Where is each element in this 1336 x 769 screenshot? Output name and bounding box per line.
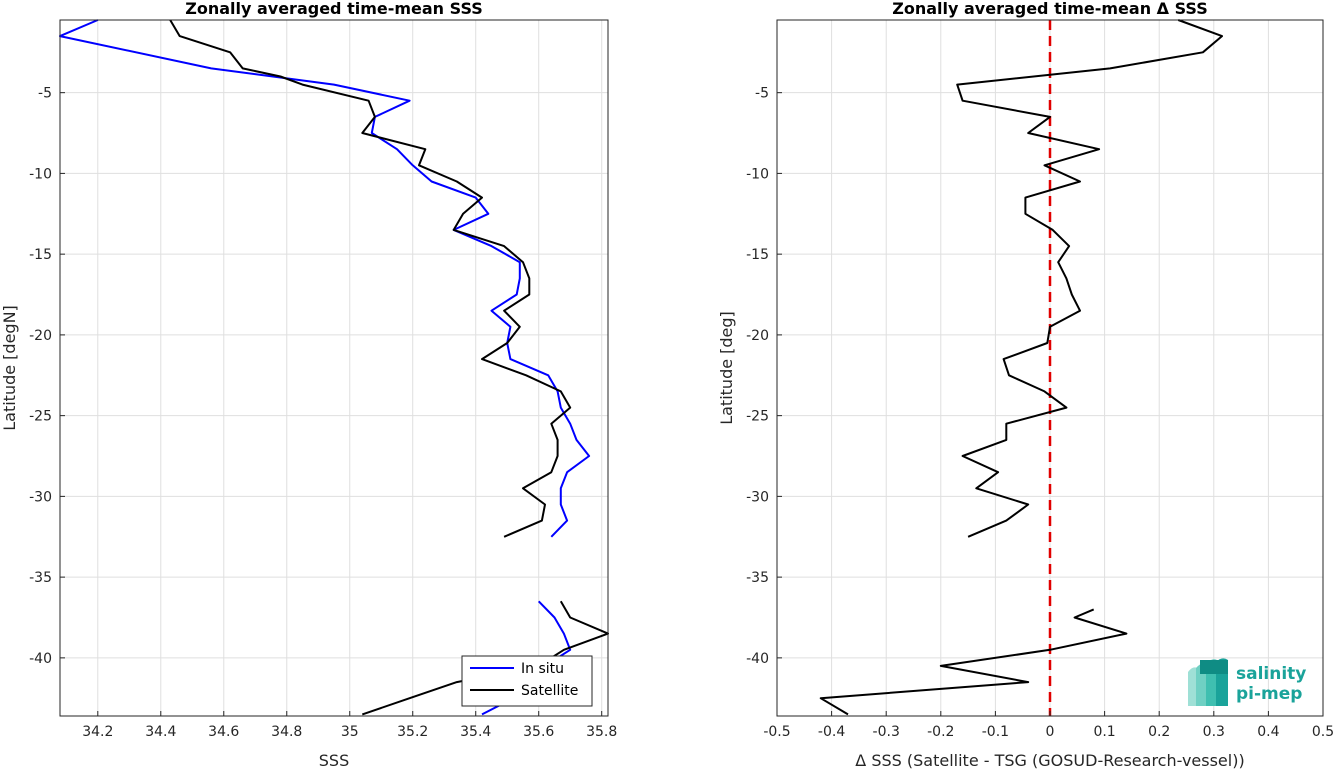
y-tick-label: -35 [29,570,52,586]
right-series-lines [819,19,1223,716]
y-tick-label: -10 [746,166,769,182]
right-y-axis-label: Latitude [deg] [717,311,736,425]
y-tick-label: -40 [746,651,769,667]
x-tick-label: 35.8 [586,724,617,740]
y-tick-label: -25 [746,409,769,425]
y-tick-label: -35 [746,570,769,586]
x-tick-label: 35.6 [523,724,554,740]
x-tick-label: -0.1 [982,724,1009,740]
y-tick-label: -15 [29,247,52,263]
x-tick-label: 34.4 [145,724,176,740]
logo-text-line2: pi-mep [1236,684,1302,704]
y-tick-label: -30 [746,489,769,505]
x-tick-label: -0.3 [873,724,900,740]
in-situ-series-line [59,19,591,538]
salinity-pi-mep-logo: salinity pi-mep [1188,658,1306,706]
left-y-axis-label: Latitude [degN] [0,305,19,431]
y-tick-label: -25 [29,409,52,425]
x-tick-label: 0.3 [1203,724,1225,740]
x-tick-label: 0.5 [1312,724,1334,740]
x-tick-label: 35.4 [460,724,491,740]
left-ticks: 34.2 34.4 34.6 34.8 35 35.2 35.4 35.6 35.8 -5 -10 -… [29,86,617,740]
x-tick-label: 34.6 [208,724,239,740]
x-tick-label: 0.4 [1257,724,1279,740]
y-tick-label: -15 [746,247,769,263]
delta-sss-series-line [956,19,1223,538]
left-plot-frame [59,19,609,717]
legend-label-satellite: Satellite [521,683,578,699]
right-ticks: -0.5 -0.4 -0.3 -0.2 -0.1 0 0.1 0.2 0.3 0.4 0.5 -5 -1… [746,86,1334,740]
x-tick-label: -0.2 [927,724,954,740]
right-x-axis-label: Δ SSS (Satellite - TSG (GOSUD-Research-v… [855,751,1244,769]
x-tick-label: -0.5 [763,724,790,740]
x-tick-label: 0.2 [1148,724,1170,740]
left-chart-title: Zonally averaged time-mean SSS [185,0,483,18]
y-tick-label: -30 [29,489,52,505]
left-x-axis-label: SSS [319,751,349,769]
x-tick-label: 35.2 [397,724,428,740]
x-tick-label: 35 [341,724,359,740]
left-grid [60,20,608,716]
right-chart-panel: -0.5 -0.4 -0.3 -0.2 -0.1 0 0.1 0.2 0.3 0.4 0.5 -5 -1… [717,0,1334,769]
x-tick-label: 34.2 [82,724,113,740]
delta-sss-series-line [819,608,1128,716]
y-tick-label: -5 [755,86,769,102]
x-tick-label: 0 [1046,724,1055,740]
legend-label-in-situ: In situ [521,661,564,677]
left-chart-panel: 34.2 34.4 34.6 34.8 35 35.2 35.4 35.6 35.8 -5 -10 -… [0,0,617,769]
legend: In situ Satellite [461,655,593,707]
y-tick-label: -20 [746,328,769,344]
right-chart-title: Zonally averaged time-mean Δ SSS [892,0,1208,18]
y-tick-label: -5 [38,86,52,102]
y-tick-label: -20 [29,328,52,344]
left-plot-area [60,20,608,716]
x-tick-label: 0.1 [1093,724,1115,740]
logo-text-line1: salinity [1236,664,1306,684]
satellite-series-line [169,19,572,538]
x-tick-label: -0.4 [818,724,845,740]
legend-box [461,655,593,707]
wave-logo-icon [1188,658,1228,706]
y-tick-label: -40 [29,651,52,667]
y-tick-label: -10 [29,166,52,182]
x-tick-label: 34.8 [271,724,302,740]
